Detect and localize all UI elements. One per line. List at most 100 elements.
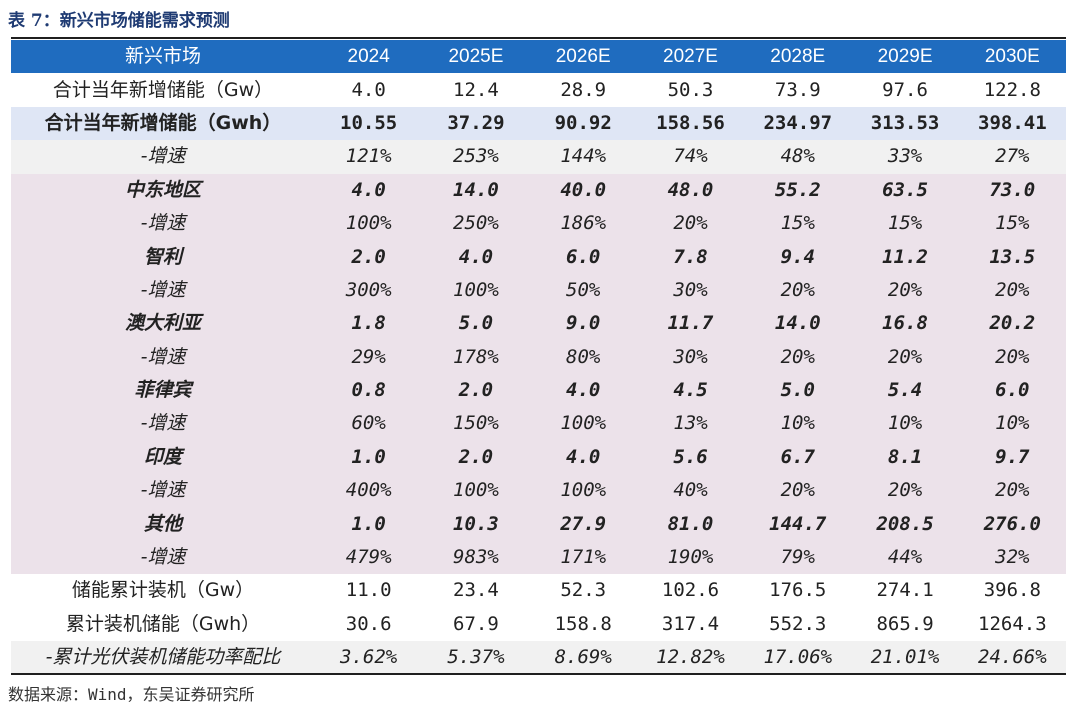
header-year-cell: 2026E xyxy=(529,40,637,74)
value-cell: 20% xyxy=(744,474,852,508)
value-cell: 44% xyxy=(851,540,959,575)
value-cell: 52.3 xyxy=(529,574,637,608)
table-row: -增速 100% 250% 186% 20% 15% 15% 15% xyxy=(11,206,1066,241)
value-cell: 20% xyxy=(744,340,852,374)
value-cell: 10% xyxy=(851,407,959,441)
value-cell: 13% xyxy=(636,407,745,441)
bottom-rule xyxy=(11,673,1066,675)
row-label: -累计光伏装机储能功率配比 xyxy=(11,641,315,675)
value-cell: 12.4 xyxy=(422,73,530,107)
value-cell: 7.8 xyxy=(636,240,745,274)
value-cell: 865.9 xyxy=(851,607,959,642)
value-cell: 30% xyxy=(636,273,745,308)
value-cell: 317.4 xyxy=(636,607,745,642)
value-cell: 50.3 xyxy=(636,73,745,107)
value-cell: 80% xyxy=(529,340,637,374)
header-year-cell: 2030E xyxy=(958,40,1066,74)
value-cell: 15% xyxy=(851,206,959,241)
value-cell: 276.0 xyxy=(958,507,1066,541)
value-cell: 100% xyxy=(529,407,637,441)
value-cell: 6.0 xyxy=(958,373,1066,408)
value-cell: 5.6 xyxy=(636,440,745,475)
value-cell: 14.0 xyxy=(422,173,530,207)
value-cell: 313.53 xyxy=(851,106,959,141)
table-row: 其他 1.0 10.3 27.9 81.0 144.7 208.5 276.0 xyxy=(11,507,1066,541)
value-cell: 30.6 xyxy=(315,607,423,642)
value-cell: 398.41 xyxy=(958,106,1066,141)
value-cell: 1.8 xyxy=(315,307,423,341)
row-label: 菲律宾 xyxy=(11,373,315,408)
value-cell: 33% xyxy=(851,140,959,174)
table-title: 表 7：新兴市场储能需求预测 xyxy=(8,11,230,31)
value-cell: 1264.3 xyxy=(958,607,1066,642)
value-cell: 12.82% xyxy=(636,641,745,675)
table-row: 合计当年新增储能（Gw） 4.0 12.4 28.9 50.3 73.9 97.6 122.8 xyxy=(11,73,1066,107)
table-row: 储能累计装机（Gw） 11.0 23.4 52.3 102.6 176.5 274.1 396… xyxy=(11,574,1066,608)
top-rule xyxy=(11,37,1066,39)
header-year-cell: 2029E xyxy=(851,40,959,74)
value-cell: 396.8 xyxy=(958,574,1066,608)
value-cell: 10.3 xyxy=(422,507,530,541)
value-cell: 234.97 xyxy=(744,106,852,141)
row-label: -增速 xyxy=(11,474,315,508)
value-cell: 60% xyxy=(315,407,423,441)
source-note: 数据来源：Wind，东吴证券研究所 xyxy=(8,685,255,704)
header-label-cell: 新兴市场 xyxy=(11,40,315,74)
header-year-cell: 2024 xyxy=(315,40,423,74)
value-cell: 2.0 xyxy=(315,240,423,274)
value-cell: 90.92 xyxy=(529,106,637,141)
value-cell: 97.6 xyxy=(851,73,959,107)
value-cell: 144% xyxy=(529,140,637,174)
value-cell: 4.0 xyxy=(529,373,637,408)
value-cell: 79% xyxy=(744,540,852,575)
row-label: 印度 xyxy=(11,440,315,475)
value-cell: 20% xyxy=(958,340,1066,374)
value-cell: 8.1 xyxy=(851,440,959,475)
value-cell: 24.66% xyxy=(958,641,1066,675)
value-cell: 100% xyxy=(422,474,530,508)
value-cell: 11.2 xyxy=(851,240,959,274)
value-cell: 16.8 xyxy=(851,307,959,341)
row-label: -增速 xyxy=(11,140,315,174)
value-cell: 158.56 xyxy=(636,106,745,141)
value-cell: 1.0 xyxy=(315,440,423,475)
value-cell: 10% xyxy=(744,407,852,441)
value-cell: 171% xyxy=(529,540,637,575)
row-label: -增速 xyxy=(11,540,315,575)
row-label: 智利 xyxy=(11,240,315,274)
value-cell: 6.0 xyxy=(529,240,637,274)
value-cell: 11.0 xyxy=(315,574,423,608)
value-cell: 5.0 xyxy=(744,373,852,408)
row-label: 累计装机储能（Gwh） xyxy=(11,607,315,642)
table-row: -增速 60% 150% 100% 13% 10% 10% 10% xyxy=(11,407,1066,441)
value-cell: 29% xyxy=(315,340,423,374)
table-row: 菲律宾 0.8 2.0 4.0 4.5 5.0 5.4 6.0 xyxy=(11,373,1066,408)
value-cell: 20% xyxy=(851,474,959,508)
value-cell: 21.01% xyxy=(851,641,959,675)
value-cell: 20% xyxy=(958,273,1066,308)
value-cell: 73.0 xyxy=(958,173,1066,207)
value-cell: 144.7 xyxy=(744,507,852,541)
value-cell: 208.5 xyxy=(851,507,959,541)
value-cell: 40% xyxy=(636,474,745,508)
value-cell: 0.8 xyxy=(315,373,423,408)
value-cell: 5.37% xyxy=(422,641,530,675)
row-label: 储能累计装机（Gw） xyxy=(11,574,315,608)
value-cell: 9.0 xyxy=(529,307,637,341)
value-cell: 400% xyxy=(315,474,423,508)
row-label: -增速 xyxy=(11,407,315,441)
value-cell: 20% xyxy=(851,273,959,308)
header-year-cell: 2027E xyxy=(636,40,745,74)
value-cell: 40.0 xyxy=(529,173,637,207)
value-cell: 5.4 xyxy=(851,373,959,408)
table-row: 累计装机储能（Gwh） 30.6 67.9 158.8 317.4 552.3 865.9 1… xyxy=(11,607,1066,642)
value-cell: 20% xyxy=(636,206,745,241)
value-cell: 253% xyxy=(422,140,530,174)
value-cell: 186% xyxy=(529,206,637,241)
value-cell: 32% xyxy=(958,540,1066,575)
table-row: -增速 479% 983% 171% 190% 79% 44% 32% xyxy=(11,540,1066,575)
header-year-cell: 2028E xyxy=(744,40,852,74)
table-row: -累计光伏装机储能功率配比 3.62% 5.37% 8.69% 12.82% 17.06%… xyxy=(11,641,1066,675)
value-cell: 102.6 xyxy=(636,574,745,608)
value-cell: 150% xyxy=(422,407,530,441)
